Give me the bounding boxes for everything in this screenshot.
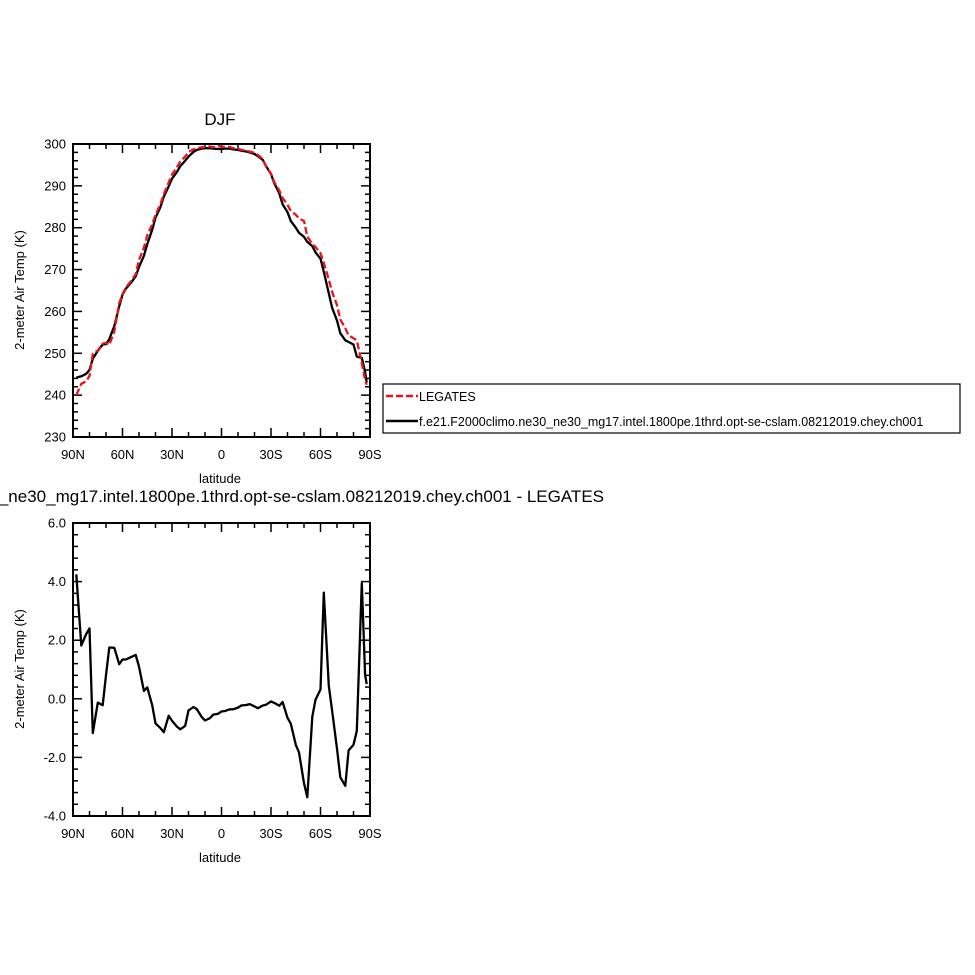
y-tick-label: 230	[44, 430, 66, 445]
top-chart-xlabel: latitude	[199, 471, 241, 486]
x-tick-label: 90N	[61, 826, 85, 841]
y-tick-label: -2.0	[44, 750, 66, 765]
x-tick-label: 90S	[358, 447, 381, 462]
y-tick-label: 290	[44, 178, 66, 193]
y-tick-label: 300	[44, 137, 66, 152]
x-tick-label: 60S	[309, 826, 332, 841]
x-tick-label: 0	[218, 447, 225, 462]
top-plot-area: 90N 60N 30N 0 30S 60S 90S 230 240 250 260 270 280 290…	[44, 137, 382, 463]
x-tick-label: 30N	[160, 826, 184, 841]
series-line-legates	[75, 144, 368, 396]
x-tick-label: 0	[218, 826, 225, 841]
plot-frame	[72, 522, 371, 817]
x-tick-label: 60N	[111, 447, 135, 462]
series-line-difference	[75, 574, 368, 799]
legend-label-legates: LEGATES	[419, 390, 476, 404]
bottom-chart-title: f.e21.F2000climo.ne30_ne30_mg17.intel.18…	[0, 487, 604, 506]
x-tick-label: 90S	[358, 826, 381, 841]
y-tick-label: 2.0	[48, 633, 66, 648]
bottom-chart-ylabel: 2-meter Air Temp (K)	[12, 609, 27, 729]
legend-label-model: f.e21.F2000climo.ne30_ne30_mg17.intel.18…	[419, 415, 923, 429]
top-chart-ylabel: 2-meter Air Temp (K)	[12, 230, 27, 350]
top-chart: DJF latitude 2-meter Air Temp (K) 90N 60N…	[12, 110, 961, 486]
y-tick-label: 260	[44, 304, 66, 319]
y-tick-label: 6.0	[48, 516, 66, 531]
legend-box	[382, 383, 961, 434]
series-line-model	[76, 147, 368, 383]
y-tick-label: 250	[44, 346, 66, 361]
y-tick-label: 0.0	[48, 691, 66, 706]
bottom-chart: f.e21.F2000climo.ne30_ne30_mg17.intel.18…	[0, 487, 604, 865]
top-chart-legend: LEGATES f.e21.F2000climo.ne30_ne30_mg17.…	[382, 383, 961, 434]
x-tick-label: 60S	[309, 447, 332, 462]
plot-frame	[72, 143, 371, 438]
bottom-chart-xlabel: latitude	[199, 850, 241, 865]
x-tick-label: 30N	[160, 447, 184, 462]
bottom-plot-area: 90N 60N 30N 0 30S 60S 90S -4.0 -2.0 0.0 2.0 4.0 6.0	[44, 516, 382, 842]
top-chart-title: DJF	[204, 110, 235, 129]
y-tick-label: 4.0	[48, 574, 66, 589]
x-tick-label: 60N	[111, 826, 135, 841]
x-tick-label: 30S	[259, 447, 282, 462]
y-tick-label: -4.0	[44, 809, 66, 824]
x-tick-label: 30S	[259, 826, 282, 841]
x-tick-label: 90N	[61, 447, 85, 462]
y-tick-label: 270	[44, 262, 66, 277]
y-tick-label: 240	[44, 388, 66, 403]
y-tick-label: 280	[44, 220, 66, 235]
